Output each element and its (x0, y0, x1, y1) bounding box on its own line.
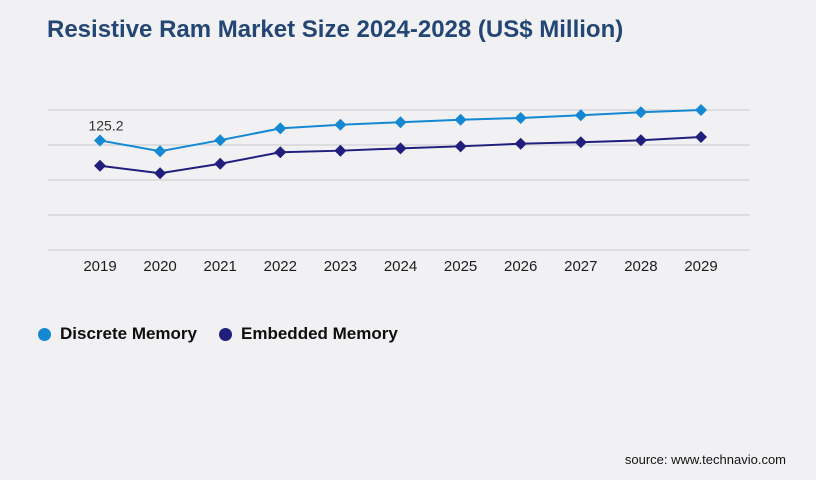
data-point-marker (394, 116, 407, 129)
legend-item-embedded-memory: Embedded Memory (219, 324, 398, 344)
data-point-marker (514, 137, 527, 150)
data-point-marker (695, 131, 707, 144)
data-point-marker (574, 109, 587, 122)
data-point-marker (454, 140, 467, 153)
data-point-marker (695, 104, 707, 116)
data-point-marker (454, 113, 467, 126)
series-embedded-memory (94, 131, 707, 180)
legend-item-discrete-memory: Discrete Memory (38, 324, 197, 344)
data-point-marker (634, 106, 647, 119)
annotations: 125.2 (88, 117, 123, 133)
data-point-marker (394, 142, 407, 155)
data-point-marker (274, 122, 287, 135)
series-discrete-memory (94, 104, 707, 158)
x-tick-label: 2028 (624, 258, 657, 275)
x-tick-label: 2022 (264, 258, 297, 275)
data-point-marker (334, 118, 347, 131)
x-tick-label: 2025 (444, 258, 477, 275)
data-point-marker (154, 145, 167, 158)
legend: Discrete Memory Embedded Memory (38, 324, 398, 344)
data-point-marker (334, 144, 347, 157)
legend-label-discrete-memory: Discrete Memory (60, 324, 198, 343)
data-point-marker (94, 159, 106, 172)
x-tick-label: 2020 (143, 258, 176, 275)
data-point-marker (94, 134, 106, 147)
x-axis-labels: 2019 2020 2021 2022 2023 2024 2025 2026 2027 2028… (83, 258, 717, 275)
embedded-memory-dot-icon (219, 327, 233, 341)
data-point-marker (214, 134, 227, 147)
data-point-marker (574, 136, 587, 149)
data-point-marker (634, 134, 647, 147)
series-group (94, 104, 707, 180)
data-point-marker (514, 111, 527, 124)
chart-title: Resistive Ram Market Size 2024-2028 (US$… (47, 16, 624, 43)
x-tick-label: 2026 (504, 258, 537, 275)
data-point-marker (154, 167, 167, 180)
gridlines (48, 109, 750, 251)
data-point-marker (214, 157, 227, 170)
legend-label-embedded-memory: Embedded Memory (241, 324, 398, 343)
x-tick-label: 2029 (684, 258, 717, 275)
x-tick-label: 2019 (83, 258, 116, 275)
data-label: 125.2 (88, 117, 123, 133)
x-tick-label: 2023 (324, 258, 357, 275)
discrete-memory-dot-icon (38, 327, 51, 341)
x-tick-label: 2024 (384, 258, 417, 275)
x-tick-label: 2027 (564, 258, 597, 275)
data-point-marker (274, 146, 287, 159)
source-attribution: source: www.technavio.com (624, 452, 786, 467)
x-tick-label: 2021 (204, 258, 237, 275)
